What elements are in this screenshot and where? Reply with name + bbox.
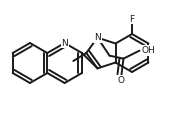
Text: N: N: [94, 33, 101, 42]
Text: F: F: [129, 15, 135, 24]
Text: O: O: [118, 76, 125, 85]
Text: OH: OH: [141, 46, 155, 55]
Text: N: N: [61, 38, 68, 47]
